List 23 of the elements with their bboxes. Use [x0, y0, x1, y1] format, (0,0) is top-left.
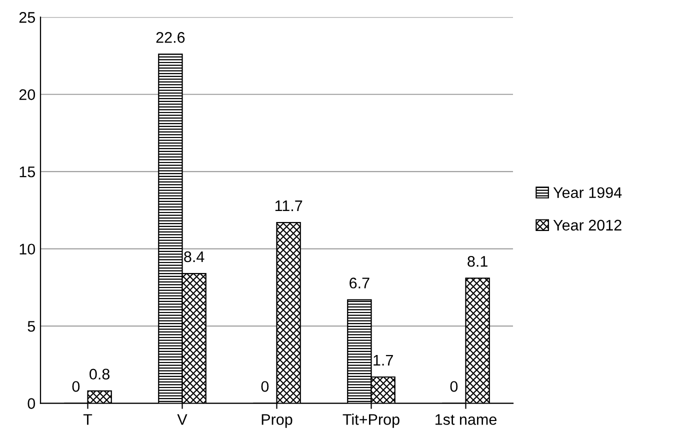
y-tick-label: 0: [28, 398, 36, 409]
y-tick-label: 25: [19, 12, 35, 23]
data-label: 0: [72, 381, 80, 392]
x-tick-label: Tit+Prop: [342, 414, 400, 428]
x-tick-label: V: [177, 414, 188, 425]
data-label: 0: [261, 381, 269, 392]
x-tick-label: Prop: [262, 414, 292, 428]
x-tick-label: 1st name: [435, 414, 496, 425]
y-tick-label: 5: [28, 321, 35, 332]
data-label: 22.6: [156, 32, 185, 43]
y-tick-label: 15: [20, 166, 35, 178]
data-label: 0: [450, 381, 458, 392]
legend-label: Year 2012: [553, 220, 622, 231]
data-label: 8.1: [468, 256, 488, 267]
data-label: 8.4: [184, 251, 204, 262]
y-tick-label: 20: [19, 89, 36, 100]
y-tick-label: 10: [20, 244, 36, 255]
data-label: 11.7: [275, 200, 302, 212]
data-label: 0.8: [90, 368, 110, 380]
x-tick-label: T: [83, 414, 92, 425]
data-label: 6.7: [350, 278, 370, 288]
data-label: 1.7: [374, 354, 393, 366]
legend-label: Year 1994: [553, 187, 622, 198]
